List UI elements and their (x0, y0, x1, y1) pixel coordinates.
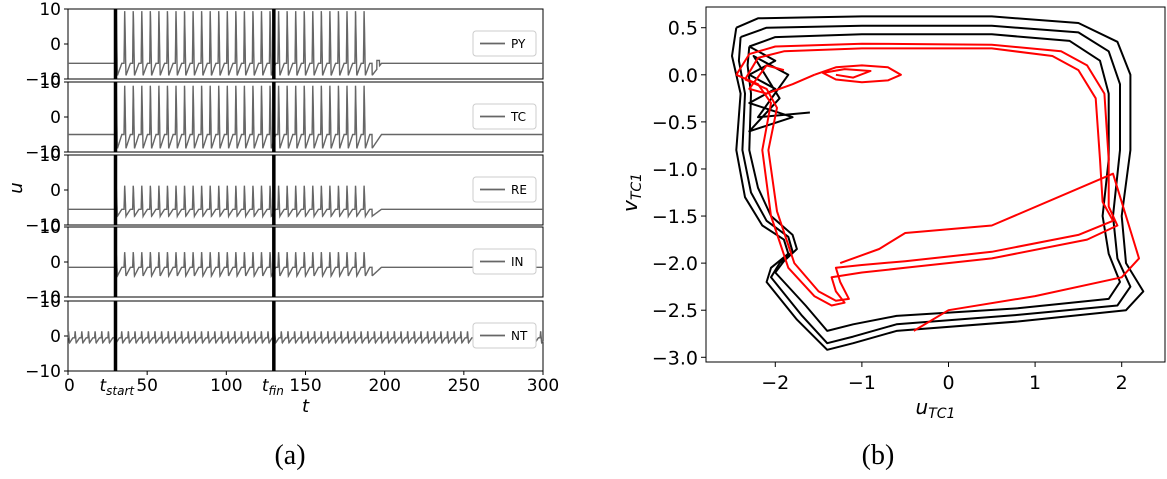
legend-re: RE (472, 176, 537, 203)
trajectory-red-8 (839, 172, 1140, 332)
marker-label-start: tstart (100, 376, 136, 398)
axes-frame (67, 226, 544, 298)
x-axis-label: t (302, 396, 310, 417)
axes-frame (67, 300, 544, 372)
y-tick-label: −2.5 (652, 300, 698, 322)
x-tick-label: 200 (368, 376, 400, 396)
legend-label: NT (511, 329, 528, 343)
x-tick-label: 0 (64, 376, 75, 396)
legend-label: IN (511, 255, 524, 269)
trajectory-red-6 (813, 64, 902, 84)
x-tick-label: −2 (761, 372, 789, 394)
subplot-tc: 10 0 −10 TC (25, 73, 544, 163)
y-tick-label: −0.5 (652, 112, 698, 134)
trace-re (68, 185, 543, 219)
y-tick-label: 10 (39, 218, 61, 238)
y-tick-label: −10 (25, 362, 61, 382)
x-tick-label: 0 (942, 372, 954, 394)
y-tick-label: 10 (39, 292, 61, 312)
trace-tc (68, 85, 543, 149)
y-tick-label: 0 (50, 253, 61, 273)
x-tick-label: −1 (848, 372, 876, 394)
y-tick-label: −1.0 (652, 159, 698, 181)
y-tick-label: −2.0 (652, 253, 698, 275)
y-tick-label: −3.0 (652, 347, 698, 369)
x-tick-label: 150 (289, 376, 321, 396)
trajectory-black-3 (748, 45, 810, 133)
panel-a: 100−10PY100−10TC100−10RE100−10IN100−10NT… (6, 0, 559, 417)
legend-tc: TC (472, 103, 537, 130)
trajectory-red-7 (748, 64, 815, 95)
legend-label: TC (510, 110, 526, 124)
x-tick-label: 100 (210, 376, 242, 396)
y-tick-label: 10 (39, 0, 61, 20)
y-tick-label: 0 (50, 35, 61, 55)
y-tick-label: 0 (50, 327, 61, 347)
y-axis-label: vTC1 (618, 173, 645, 212)
y-tick-label: −10 (25, 288, 61, 308)
trace-in (68, 252, 543, 279)
trajectory-black-1 (737, 24, 1132, 345)
y-tick-label: −10 (25, 216, 61, 236)
plot-area (731, 15, 1145, 351)
panel-b: −2 −1 0 1 2 0.5 0.0 −0.5 −1.0 −1.5 −2.0 −2.5 −3.0 uTC… (618, 6, 1166, 422)
y-axis-label: u (6, 182, 27, 193)
trace-nt (67, 331, 544, 345)
trace-py (68, 11, 543, 76)
y-tick-label: 10 (39, 73, 61, 93)
subplot-py: 10 0 −10 PY (25, 0, 544, 90)
legend-label: RE (511, 183, 527, 197)
y-tick-label: 0 (50, 181, 61, 201)
x-tick-label: 1 (1029, 372, 1041, 394)
legend-nt: NT (472, 322, 537, 349)
trajectory-red-4 (735, 42, 1119, 307)
subplot-in: 10 0 −10 IN (25, 218, 544, 308)
trajectory-black-0 (731, 15, 1145, 351)
x-tick-label: 50 (136, 376, 158, 396)
y-tick-label: −1.5 (652, 206, 698, 228)
x-axis-label: uTC1 (916, 395, 956, 422)
y-tick-label: 0 (50, 108, 61, 128)
y-tick-label: −10 (25, 143, 61, 163)
x-tick-label: 300 (527, 376, 559, 396)
subplot-re: 10 0 −10 RE (25, 146, 544, 236)
y-tick-label: 0.0 (668, 65, 698, 87)
panel-b-caption: (b) (861, 440, 895, 471)
legend-py: PY (472, 30, 537, 57)
marker-label-fin: tfin (262, 376, 284, 398)
trajectory-red-5 (744, 47, 1114, 302)
y-tick-label: −10 (25, 70, 61, 90)
legend-in: IN (472, 248, 537, 275)
panel-a-caption: (a) (274, 440, 306, 471)
x-tick-label: 2 (1116, 372, 1128, 394)
legend-label: PY (511, 37, 526, 51)
x-tick-label: 250 (448, 376, 480, 396)
y-tick-label: 0.5 (668, 18, 698, 40)
y-tick-label: 10 (39, 146, 61, 166)
trajectory-black-2 (746, 33, 1121, 332)
